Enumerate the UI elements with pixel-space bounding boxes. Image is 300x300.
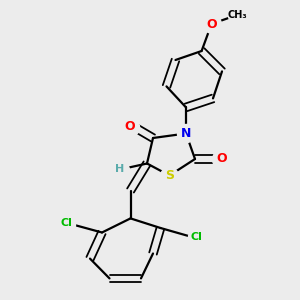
Text: S: S — [165, 169, 174, 182]
Text: H: H — [116, 164, 124, 175]
Text: O: O — [216, 152, 227, 166]
Text: Cl: Cl — [190, 232, 202, 242]
Text: O: O — [124, 120, 135, 133]
Text: N: N — [181, 127, 191, 140]
Text: O: O — [206, 17, 217, 31]
Text: Cl: Cl — [60, 218, 72, 229]
Text: CH₃: CH₃ — [227, 10, 247, 20]
